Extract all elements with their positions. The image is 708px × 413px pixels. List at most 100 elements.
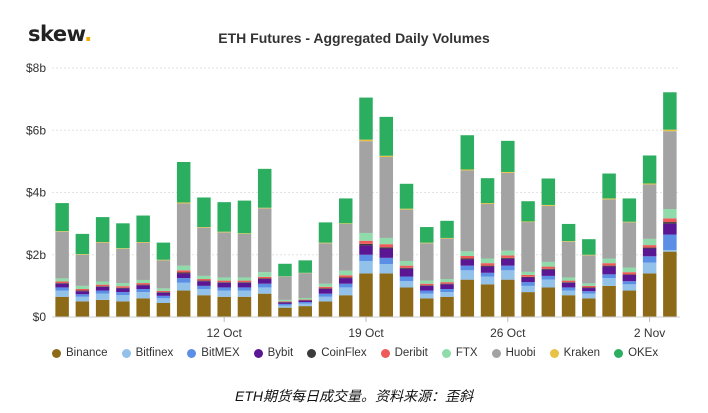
legend-swatch [614, 348, 624, 358]
bar-segment [521, 222, 535, 272]
bar-segment [379, 273, 394, 317]
bar-segment [379, 257, 394, 265]
bar-segment [55, 296, 69, 317]
bar-segment [622, 198, 637, 222]
bar-segment [663, 218, 677, 223]
bar-stack [541, 178, 556, 317]
bar-segment [116, 286, 130, 288]
bar-segment [136, 242, 150, 280]
bar-segment [156, 259, 171, 261]
bar-segment [642, 273, 657, 317]
bar-segment [75, 233, 90, 255]
bar-segment [136, 284, 150, 286]
bar-segment [176, 161, 191, 203]
bar-segment [541, 205, 556, 262]
bar-segment [399, 265, 414, 268]
bar-segment [501, 258, 515, 266]
bar-segment [55, 278, 69, 282]
legend: Binance Bitfinex BitMEX Bybit CoinFlex Deribi… [52, 347, 658, 359]
bar-segment [501, 279, 515, 317]
legend-swatch [491, 348, 501, 358]
legend-item[interactable]: OKEx [614, 347, 658, 359]
legend-label: Bybit [267, 347, 294, 359]
bar-segment [257, 168, 272, 208]
bar-segment [116, 283, 130, 287]
legend-item[interactable]: Kraken [549, 347, 600, 359]
bar-stack [55, 203, 69, 317]
bar-segment [237, 280, 252, 283]
legend-item[interactable]: Binance [52, 347, 108, 359]
bar-segment [561, 290, 576, 296]
bar-segment [440, 283, 454, 285]
bar-segment [663, 222, 677, 224]
bar-segment [257, 283, 272, 288]
bar-segment [55, 283, 69, 284]
bar-segment [136, 241, 150, 243]
bar-segment [237, 277, 252, 281]
bar-segment [420, 280, 434, 284]
bar-segment [176, 290, 191, 317]
bar-segment [116, 295, 130, 302]
legend-label: FTX [455, 347, 478, 359]
bar-segment [420, 285, 434, 286]
legend-item[interactable]: Huobi [491, 347, 536, 359]
legend-item[interactable]: Bitfinex [121, 347, 173, 359]
legend-label: Huobi [505, 347, 536, 359]
bar-segment [156, 292, 171, 296]
x-tick-label: 19 Oct [348, 326, 384, 340]
bar-segment [460, 259, 475, 266]
bar-segment [582, 255, 596, 284]
bar-stack [257, 168, 272, 317]
bar-segment [582, 287, 596, 289]
bar-segment [420, 243, 434, 281]
bar-segment [217, 282, 231, 283]
bar-segment [602, 199, 616, 259]
legend-item[interactable]: BitMEX [187, 347, 240, 359]
bar-segment [521, 201, 535, 222]
bar-stack [359, 97, 373, 317]
bar-segment [460, 251, 475, 256]
bar-stack [379, 116, 394, 317]
bar-segment [582, 239, 596, 255]
bar-segment [217, 277, 231, 281]
bar-segment [399, 287, 414, 317]
legend-swatch [307, 348, 317, 358]
bar-segment [75, 294, 90, 297]
bar-segment [75, 301, 90, 317]
bar-segment [95, 284, 110, 287]
bar-segment [521, 271, 535, 275]
bar-segment [176, 278, 191, 283]
bar-segment [197, 295, 211, 317]
bar-segment [501, 255, 515, 258]
bar-segment [95, 286, 110, 291]
bar-segment [420, 242, 434, 244]
bar-segment [338, 287, 353, 296]
bar-segment [379, 264, 394, 274]
bar-segment [420, 285, 434, 291]
bar-segment [359, 240, 373, 244]
bar-segment [663, 129, 677, 132]
bar-segment [75, 254, 90, 286]
legend-swatch [253, 348, 263, 358]
bar-segment [257, 287, 272, 294]
bar-segment [440, 282, 454, 284]
bar-segment [622, 222, 637, 268]
bar-segment [237, 233, 252, 278]
bar-segment [136, 288, 150, 293]
bar-segment [501, 270, 515, 280]
legend-item[interactable]: FTX [441, 347, 478, 359]
bar-segment [521, 282, 535, 286]
bar-segment [663, 92, 677, 130]
legend-item[interactable]: CoinFlex [307, 347, 367, 359]
bar-segment [622, 272, 637, 275]
legend-item[interactable]: Deribit [380, 347, 428, 359]
bar-segment [217, 287, 231, 291]
bar-segment [541, 287, 556, 317]
bar-segment [501, 171, 515, 173]
bar-segment [338, 270, 353, 276]
legend-item[interactable]: Bybit [253, 347, 294, 359]
bar-segment [420, 290, 434, 294]
bar-segment [176, 202, 191, 204]
bar-stack [176, 161, 191, 317]
bar-segment [521, 221, 535, 223]
